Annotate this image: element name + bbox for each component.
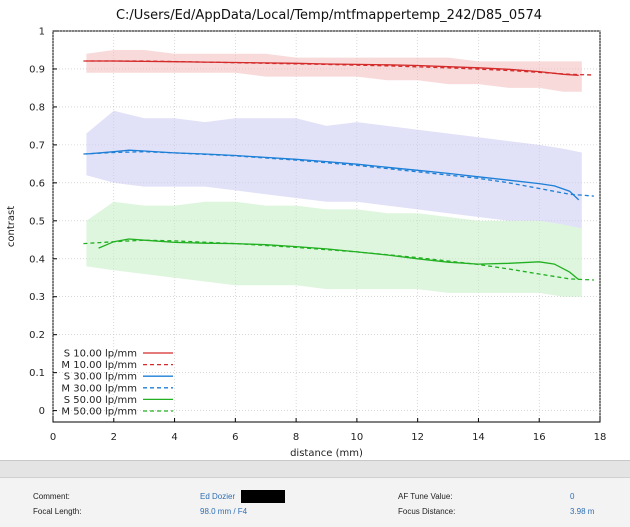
comment-label: Comment: bbox=[33, 492, 70, 501]
focus-distance-value: 3.98 m bbox=[570, 507, 595, 516]
y-tick-label: 0.3 bbox=[29, 292, 45, 303]
y-tick-label: 0.6 bbox=[29, 178, 45, 189]
chart-svg: 0 2 4 6 8 10 12 14 16 18 0 0.1 0.2 0.3 0.4 0.5 0.6 0.7 0.8… bbox=[6, 8, 607, 459]
y-tick-label: 0.1 bbox=[29, 368, 45, 379]
series-line bbox=[83, 239, 594, 281]
comment-value: Ed Dozier bbox=[200, 492, 236, 501]
focal-length-label: Focal Length: bbox=[33, 507, 82, 516]
x-tick-label: 6 bbox=[232, 432, 238, 443]
x-tick-label: 8 bbox=[293, 432, 299, 443]
af-tune-label: AF Tune Value: bbox=[398, 492, 453, 501]
info-panel: Comment: Ed Dozier AF Tune Value: 0 Foca… bbox=[0, 460, 630, 527]
panel-divider-strip bbox=[0, 461, 630, 478]
info-row-1: Comment: Ed Dozier AF Tune Value: 0 bbox=[0, 492, 630, 504]
x-tick-label: 14 bbox=[472, 432, 485, 443]
chart-title: C:/Users/Ed/AppData/Local/Temp/mtfmapper… bbox=[116, 8, 542, 23]
series-line bbox=[83, 60, 594, 76]
focal-length-value: 98.0 mm / F4 bbox=[200, 507, 248, 516]
x-tick-label: 18 bbox=[594, 432, 607, 443]
legend-label: M 10.00 lp/mm bbox=[61, 360, 137, 371]
x-tick-label: 2 bbox=[111, 432, 117, 443]
band-blue bbox=[86, 110, 582, 229]
info-row-2: Focal Length: 98.0 mm / F4 Focus Distanc… bbox=[0, 507, 630, 519]
series-line bbox=[83, 151, 594, 197]
band-red bbox=[86, 50, 582, 92]
y-tick-label: 1 bbox=[39, 27, 45, 38]
y-tick-label: 0.5 bbox=[29, 216, 45, 227]
redaction-box bbox=[241, 490, 285, 503]
af-tune-value: 0 bbox=[570, 492, 575, 501]
x-tick-label: 16 bbox=[533, 432, 546, 443]
y-tick-label: 0.9 bbox=[29, 64, 45, 75]
legend-label: S 10.00 lp/mm bbox=[64, 349, 137, 360]
mtf-chart: 0 2 4 6 8 10 12 14 16 18 0 0.1 0.2 0.3 0.4 0.5 0.6 0.7 0.8… bbox=[6, 8, 607, 459]
y-axis-label: contrast bbox=[6, 206, 17, 247]
y-tick-label: 0.7 bbox=[29, 140, 45, 151]
y-tick-label: 0.2 bbox=[29, 330, 45, 341]
y-tick-label: 0.4 bbox=[29, 254, 45, 265]
legend-label: S 50.00 lp/mm bbox=[64, 395, 137, 406]
x-tick-label: 4 bbox=[171, 432, 177, 443]
x-tick-label: 12 bbox=[411, 432, 424, 443]
y-tick-label: 0.8 bbox=[29, 102, 45, 113]
x-tick-label: 10 bbox=[351, 432, 364, 443]
x-tick-label: 0 bbox=[50, 432, 56, 443]
legend-label: S 30.00 lp/mm bbox=[64, 372, 137, 383]
legend-label: M 30.00 lp/mm bbox=[61, 383, 137, 394]
x-axis-label: distance (mm) bbox=[290, 448, 363, 459]
legend-label: M 50.00 lp/mm bbox=[61, 407, 137, 418]
focus-distance-label: Focus Distance: bbox=[398, 507, 456, 516]
y-tick-label: 0 bbox=[39, 406, 45, 417]
